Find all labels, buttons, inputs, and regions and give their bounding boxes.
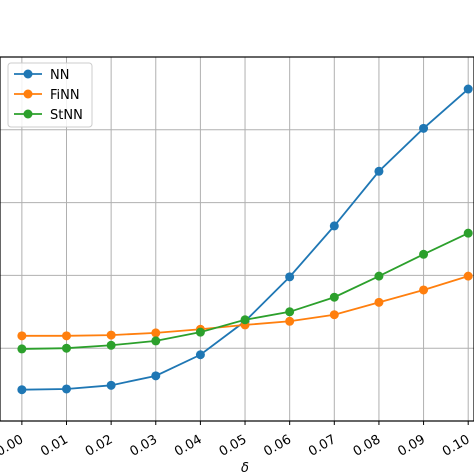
x-axis-label: δ	[241, 461, 249, 474]
point	[419, 123, 429, 133]
plot	[17, 84, 473, 395]
point	[106, 330, 116, 340]
point	[195, 327, 205, 337]
point	[285, 316, 295, 326]
x-tick-label: 0.06	[261, 432, 294, 459]
point	[17, 385, 27, 395]
x-tick-label: 0.05	[217, 432, 250, 459]
x-tick-label: 0.07	[306, 432, 339, 459]
point	[374, 166, 384, 176]
x-tick-label: 0.03	[128, 432, 161, 459]
point	[285, 272, 295, 282]
point	[62, 331, 72, 341]
point	[374, 297, 384, 307]
x-tick-label: 0.09	[395, 432, 428, 459]
point	[17, 344, 27, 354]
point	[419, 249, 429, 259]
point	[62, 384, 72, 394]
x-tick-label: 0.01	[38, 432, 71, 459]
point	[329, 310, 339, 320]
x-tick-label: 0.04	[172, 432, 205, 459]
point	[285, 307, 295, 317]
point	[151, 371, 161, 381]
legend-marker	[23, 69, 33, 79]
legend-marker	[23, 109, 33, 119]
x-tick-label: 0.02	[83, 432, 116, 459]
point	[195, 350, 205, 360]
x-tick-label: 0.10	[440, 432, 473, 459]
point	[240, 315, 250, 325]
axes-frame	[0, 56, 474, 422]
legend-label: FiNN	[50, 88, 80, 103]
point	[151, 328, 161, 338]
point	[463, 228, 473, 238]
point	[463, 271, 473, 281]
point	[151, 336, 161, 346]
point	[329, 221, 339, 231]
point	[329, 292, 339, 302]
point	[106, 380, 116, 390]
legend-label: StNN	[50, 108, 83, 123]
point	[106, 340, 116, 350]
point	[419, 285, 429, 295]
point	[463, 84, 473, 94]
point	[17, 331, 27, 341]
x-tick-label: 0.00	[0, 432, 26, 459]
point	[374, 271, 384, 281]
x-tick-label: 0.08	[351, 432, 384, 459]
point	[62, 343, 72, 353]
legend-label: NN	[50, 68, 69, 83]
legend-marker	[23, 89, 33, 99]
